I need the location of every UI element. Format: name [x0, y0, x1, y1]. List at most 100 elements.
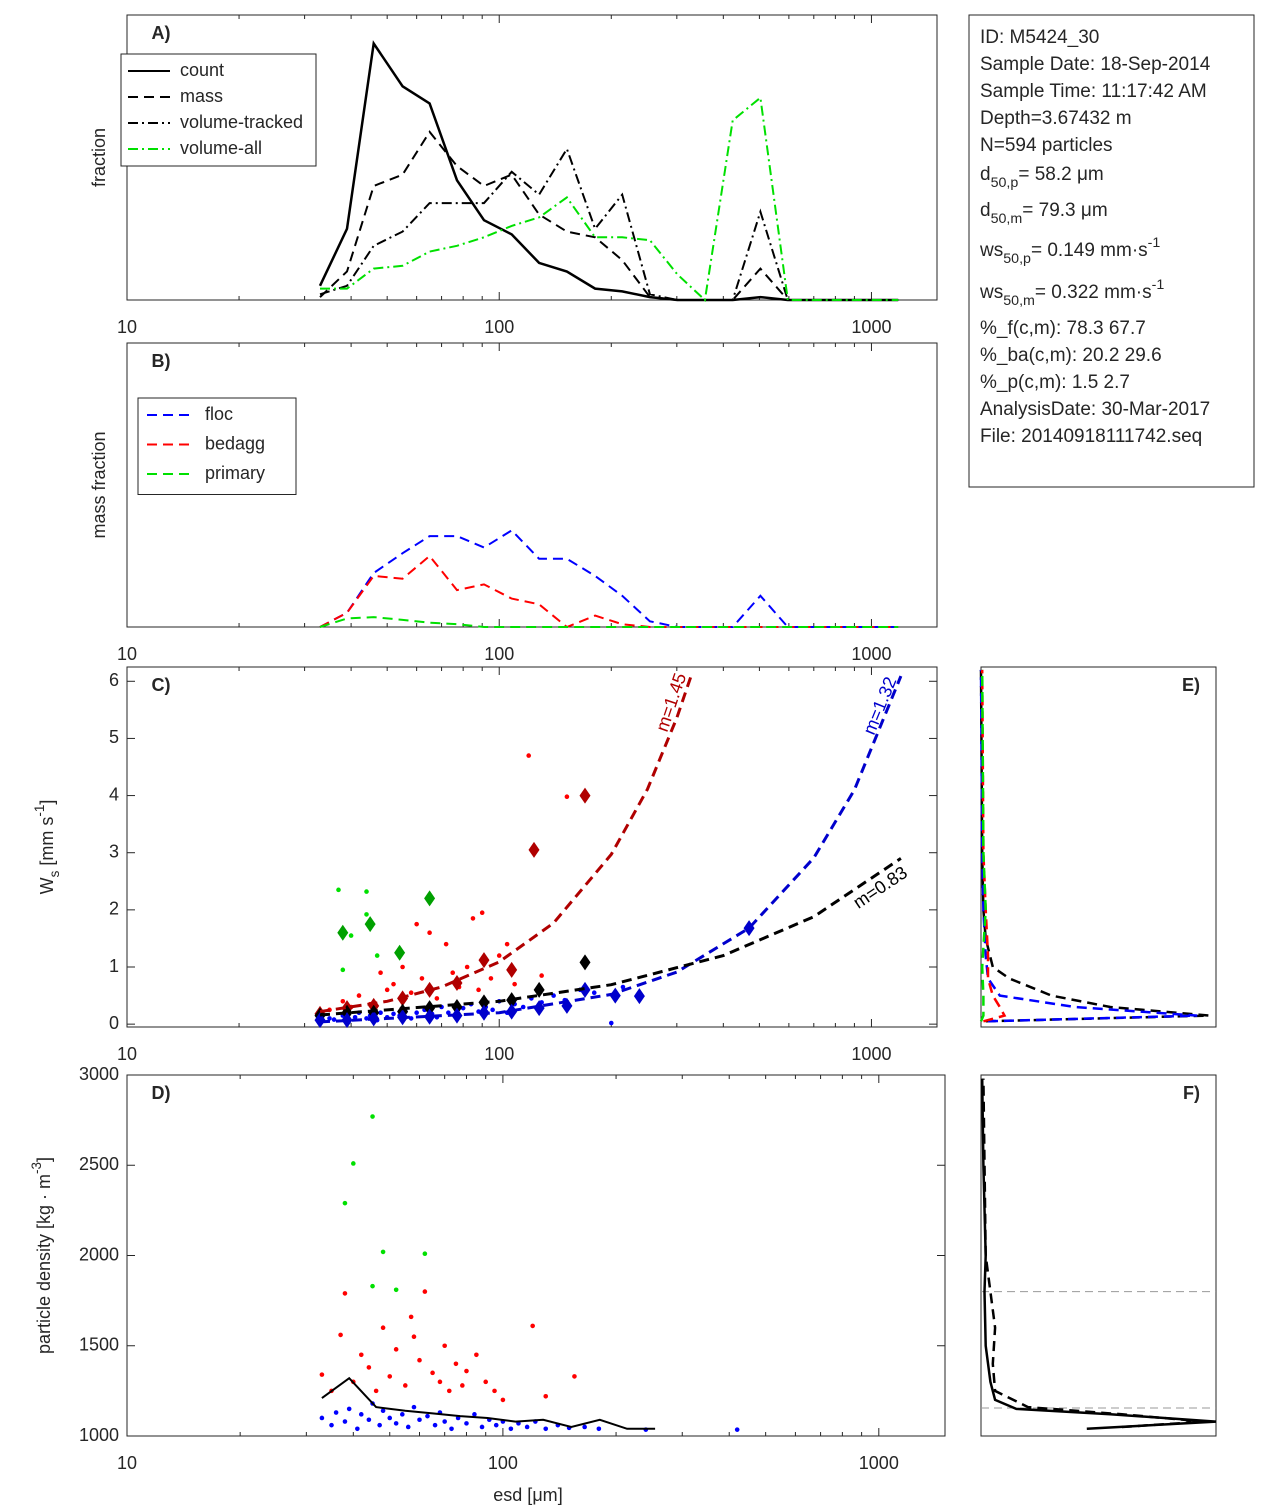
x-tick-label: 10	[117, 317, 137, 337]
y-tick-label: 2	[109, 899, 119, 919]
scatter-point	[374, 953, 380, 958]
profile-line	[979, 669, 1198, 1023]
y-tick-label: 5	[109, 727, 119, 747]
scatter-point	[417, 1417, 422, 1423]
data-line	[319, 529, 899, 628]
scatter-point	[572, 1374, 577, 1379]
text-piece: = 58.2 μm	[1018, 164, 1103, 185]
text-piece: μm	[532, 1485, 557, 1505]
scatter-point	[342, 1200, 348, 1206]
superscript: -1	[1152, 277, 1165, 293]
scatter-point	[504, 941, 510, 947]
scatter-point	[425, 1413, 430, 1419]
scatter-point	[483, 1379, 489, 1385]
scatter-point	[393, 1347, 399, 1352]
data-line	[319, 130, 899, 301]
scatter-point	[370, 1114, 375, 1119]
scatter-point	[508, 1426, 514, 1432]
data-line	[319, 616, 899, 628]
scatter-point	[443, 941, 449, 947]
info-line: ws50,p= 0.149 mm·s-1	[979, 235, 1160, 267]
scatter-point	[512, 981, 517, 987]
scatter-point	[411, 1404, 417, 1410]
panel-label: D)	[152, 1083, 171, 1103]
scatter-point	[417, 1357, 422, 1363]
scatter-point	[492, 1388, 497, 1394]
median-diamond	[633, 988, 645, 1005]
superscript: -1	[32, 805, 47, 817]
scatter-point	[366, 1365, 372, 1370]
info-line: AnalysisDate: 30-Mar-2017	[980, 399, 1210, 420]
profile-line	[979, 669, 987, 1022]
legend-label: floc	[205, 404, 233, 424]
y-tick-label: 6	[109, 670, 119, 690]
panel-label: B)	[152, 351, 171, 371]
y-tick-label: 2000	[79, 1244, 119, 1264]
text-piece: Depth=3.67432 m	[980, 108, 1132, 129]
panel-label: C)	[152, 675, 171, 695]
scatter-point	[488, 976, 494, 981]
scatter-point	[734, 1427, 740, 1432]
scatter-point	[387, 1374, 393, 1379]
scatter-point	[319, 1415, 325, 1421]
profile-line	[982, 1078, 1205, 1429]
superscript: -3	[29, 1162, 44, 1174]
subscript: 50,m	[991, 211, 1023, 227]
info-line: ID: M5424_30	[980, 27, 1099, 48]
scatter-point	[422, 1289, 428, 1294]
scatter-point	[373, 1388, 379, 1394]
scatter-point	[336, 887, 341, 893]
scatter-point	[543, 1426, 549, 1432]
scatter-point	[408, 1314, 414, 1320]
scatter-point	[358, 1352, 364, 1358]
legend-label: bedagg	[205, 433, 265, 453]
plot-frame	[980, 1074, 1217, 1437]
scatter-point	[408, 990, 414, 996]
scatter-point	[520, 1004, 526, 1010]
median-diamond	[478, 952, 490, 969]
scatter-point	[393, 1421, 399, 1426]
scatter-point	[472, 1412, 477, 1417]
x-tick-label: 1000	[851, 644, 891, 664]
scatter-point	[442, 1419, 447, 1424]
scatter-point	[378, 970, 383, 976]
scatter-point	[427, 930, 432, 936]
y-axis-label: particle density [kg · m-3]	[29, 1157, 54, 1354]
info-box	[968, 14, 1255, 488]
text-piece: Sample Time: 11:17:42 AM	[980, 81, 1207, 102]
text-piece: fraction	[89, 128, 109, 187]
scatter-point	[543, 1393, 549, 1399]
median-diamond	[424, 1000, 436, 1017]
x-tick-label: 100	[484, 644, 514, 664]
info-line: %_p(c,m): 1.5 2.7	[980, 372, 1130, 393]
scatter-point	[358, 1412, 364, 1417]
scatter-point	[380, 1408, 386, 1414]
median-diamond	[394, 944, 406, 961]
scatter-point	[393, 1287, 399, 1293]
text-piece: N=594 particles	[980, 135, 1113, 156]
scatter-point	[470, 916, 476, 921]
scatter-point	[479, 910, 485, 916]
panel-label: E)	[1182, 675, 1200, 695]
scatter-point	[564, 794, 570, 800]
y-tick-label: 1	[109, 956, 119, 976]
info-line: d50,p= 58.2 μm	[980, 164, 1104, 191]
text-piece: ]	[37, 800, 57, 805]
scatter-point	[434, 996, 440, 1001]
scatter-point	[449, 1426, 454, 1432]
scatter-point	[411, 1334, 417, 1340]
text-piece: d	[980, 164, 991, 185]
scatter-point	[366, 1417, 372, 1423]
legend-box	[120, 53, 317, 167]
subscript: 50,m	[1003, 293, 1035, 309]
median-diamond	[424, 1008, 436, 1025]
x-tick-label: 10	[117, 1044, 137, 1064]
text-piece: d	[980, 200, 991, 221]
scatter-point	[450, 970, 456, 976]
text-piece: File: 20140918111742.seq	[980, 426, 1202, 447]
x-tick-label: 100	[484, 1044, 514, 1064]
info-line: N=594 particles	[980, 135, 1113, 156]
scatter-point	[346, 1406, 352, 1412]
scatter-point	[414, 921, 419, 927]
